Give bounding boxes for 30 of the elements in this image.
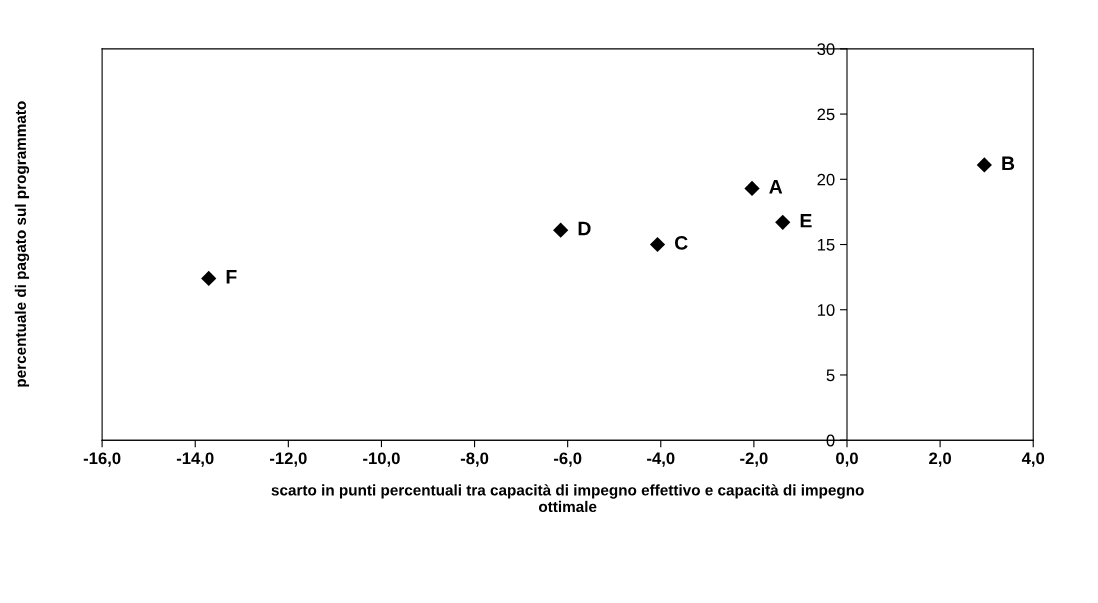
x-tick-label: -14,0	[176, 452, 214, 467]
y-tick-label: 5	[826, 369, 835, 382]
annotation: D	[578, 221, 591, 236]
x-tick-label: 0,0	[836, 452, 858, 467]
annotation: C	[674, 235, 688, 250]
y-tick-label: 20	[817, 173, 835, 186]
y-tick-label: 25	[817, 108, 835, 121]
point	[201, 270, 217, 287]
x-tick-label: -10,0	[363, 452, 400, 467]
y-axis-title: percentuale di pagato sul programmato	[14, 101, 30, 387]
x-axis-title: scarto in punti percentuali tra capacità di impegno effettivo e capacità di impegno ottimale	[271, 484, 864, 513]
x-tick-label: -12,0	[269, 452, 307, 467]
x-tick-label: 2,0	[929, 452, 952, 467]
x-tick-label: -2,0	[740, 452, 768, 467]
point	[553, 222, 569, 238]
annotation: F	[226, 270, 237, 284]
point	[976, 157, 992, 173]
annotation: B	[1002, 156, 1015, 170]
point	[649, 236, 666, 253]
x-tick-label: -8,0	[460, 452, 489, 467]
annotation: E	[800, 213, 812, 228]
point	[744, 180, 760, 197]
point	[775, 214, 791, 230]
x-tick-label: -4,0	[647, 452, 675, 467]
annotation: A	[769, 180, 783, 194]
x-tick-label: -16,0	[83, 452, 121, 467]
x-tick-label: 4,0	[1021, 452, 1045, 467]
y-tick-label: 15	[817, 239, 835, 251]
x-tick-label: -6,0	[553, 452, 582, 467]
y-tick-label: 10	[817, 304, 835, 316]
